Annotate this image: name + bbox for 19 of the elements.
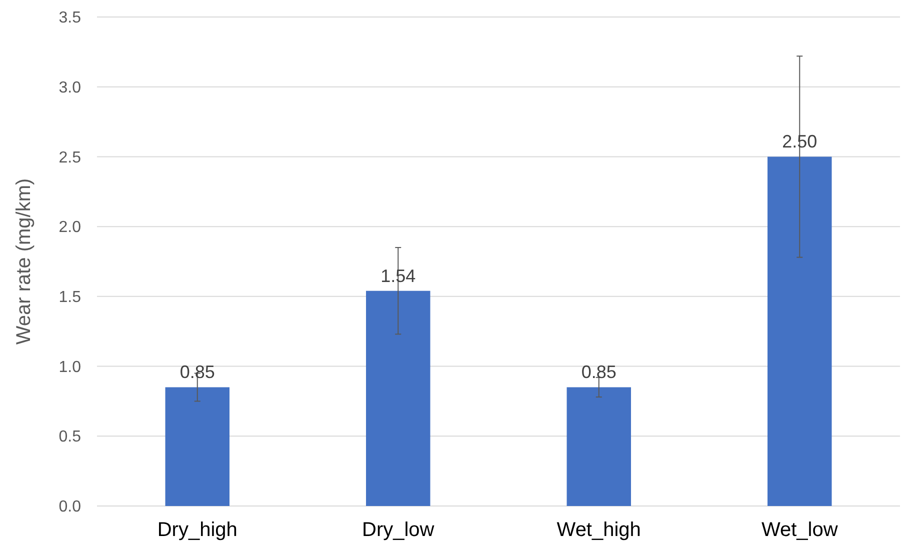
- y-tick-label: 3.0: [58, 79, 82, 96]
- y-tick-label: 0.5: [58, 428, 82, 446]
- y-tick-label: 0.0: [58, 498, 82, 516]
- x-tick-label: Wet_high: [556, 519, 641, 541]
- data-label: 0.85: [180, 362, 215, 382]
- bar: [768, 156, 832, 506]
- data-label: 0.85: [581, 362, 616, 382]
- y-tick-label: 2.5: [58, 149, 82, 166]
- y-tick-label: 2.0: [58, 219, 82, 236]
- bar: [566, 387, 631, 506]
- bar: [165, 387, 230, 506]
- x-tick-label: Wet_low: [761, 519, 838, 541]
- y-tick-label: 1.0: [58, 358, 82, 376]
- y-tick-label: 3.5: [58, 10, 82, 27]
- x-tick-label: Dry_high: [157, 519, 238, 541]
- y-axis-title: Wear rate (mg/km): [13, 178, 35, 345]
- bar: [366, 290, 430, 506]
- y-tick-label: 1.5: [58, 289, 82, 306]
- x-tick-label: Dry_low: [362, 519, 435, 541]
